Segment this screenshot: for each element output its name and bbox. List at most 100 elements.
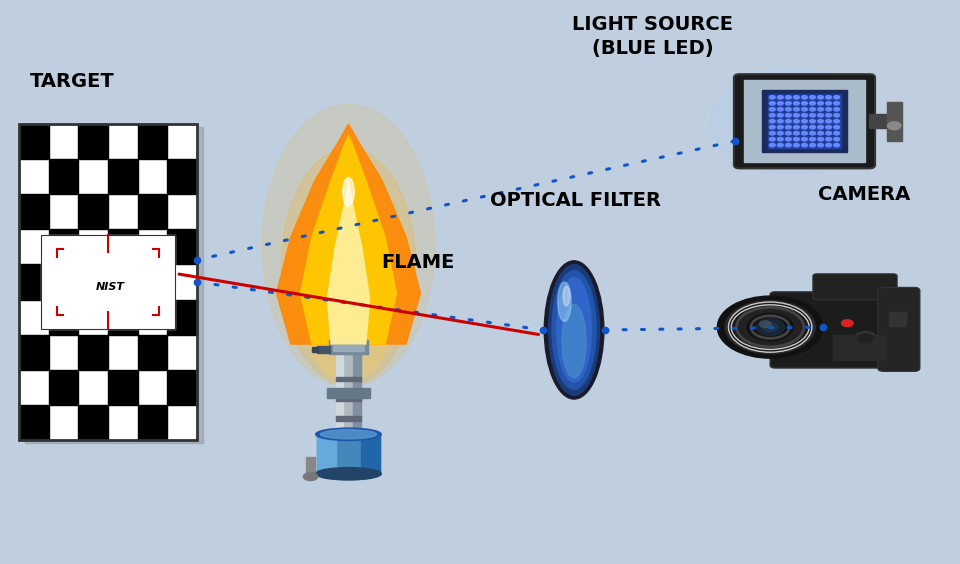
Bar: [336, 416, 361, 421]
Circle shape: [762, 323, 778, 332]
Circle shape: [785, 143, 791, 147]
Circle shape: [818, 143, 824, 147]
Circle shape: [834, 102, 840, 105]
Bar: [336, 344, 344, 434]
Circle shape: [834, 108, 840, 111]
Circle shape: [818, 126, 824, 129]
Circle shape: [826, 126, 831, 129]
Ellipse shape: [303, 473, 318, 481]
Circle shape: [826, 131, 831, 135]
Circle shape: [818, 113, 824, 117]
Bar: [19, 334, 49, 370]
Circle shape: [794, 113, 800, 117]
Circle shape: [769, 138, 775, 141]
Ellipse shape: [343, 178, 354, 206]
Circle shape: [769, 102, 775, 105]
Bar: [79, 405, 108, 440]
Circle shape: [818, 96, 824, 99]
Bar: [167, 159, 197, 194]
Bar: [49, 230, 79, 265]
Bar: [49, 159, 79, 194]
Circle shape: [818, 102, 824, 105]
Circle shape: [809, 102, 815, 105]
Circle shape: [785, 113, 791, 117]
Ellipse shape: [262, 104, 435, 386]
Ellipse shape: [296, 184, 401, 381]
Bar: [317, 434, 380, 474]
Circle shape: [818, 138, 824, 141]
Circle shape: [778, 108, 783, 111]
Ellipse shape: [558, 282, 571, 321]
Bar: [40, 235, 176, 329]
Bar: [332, 345, 365, 351]
Circle shape: [725, 301, 815, 354]
Circle shape: [778, 96, 783, 99]
Circle shape: [818, 108, 824, 111]
Circle shape: [756, 319, 784, 336]
Bar: [19, 405, 49, 440]
Circle shape: [769, 143, 775, 147]
Bar: [167, 230, 197, 265]
Circle shape: [802, 102, 807, 105]
Bar: [79, 194, 108, 230]
Circle shape: [778, 120, 783, 123]
Bar: [336, 396, 361, 401]
Circle shape: [834, 131, 840, 135]
Circle shape: [802, 143, 807, 147]
Circle shape: [778, 131, 783, 135]
Circle shape: [802, 138, 807, 141]
Circle shape: [802, 120, 807, 123]
Bar: [317, 434, 336, 474]
Bar: [19, 265, 49, 299]
Text: FLAME: FLAME: [381, 253, 454, 272]
Circle shape: [826, 120, 831, 123]
Circle shape: [785, 96, 791, 99]
Circle shape: [794, 131, 800, 135]
Bar: [312, 347, 318, 352]
Bar: [870, 114, 897, 128]
Bar: [886, 102, 901, 141]
Circle shape: [759, 321, 771, 328]
Circle shape: [826, 138, 831, 141]
Bar: [137, 405, 167, 440]
Ellipse shape: [552, 271, 596, 389]
Circle shape: [769, 126, 775, 129]
Circle shape: [834, 143, 840, 147]
FancyBboxPatch shape: [25, 127, 203, 443]
Circle shape: [717, 296, 823, 358]
Circle shape: [794, 102, 800, 105]
Circle shape: [834, 138, 840, 141]
Text: TARGET: TARGET: [30, 72, 114, 91]
Bar: [137, 124, 167, 159]
Circle shape: [834, 113, 840, 117]
Circle shape: [834, 96, 840, 99]
Ellipse shape: [563, 287, 570, 306]
Circle shape: [769, 113, 775, 117]
Circle shape: [769, 120, 775, 123]
Circle shape: [785, 126, 791, 129]
Circle shape: [826, 113, 831, 117]
Circle shape: [769, 96, 775, 99]
Circle shape: [794, 126, 800, 129]
Circle shape: [834, 120, 840, 123]
Circle shape: [842, 320, 853, 327]
FancyBboxPatch shape: [770, 292, 919, 368]
Circle shape: [809, 143, 815, 147]
Text: CAMERA: CAMERA: [818, 185, 910, 204]
Bar: [108, 230, 137, 265]
Circle shape: [778, 143, 783, 147]
Circle shape: [809, 138, 815, 141]
Circle shape: [785, 131, 791, 135]
Bar: [326, 388, 371, 398]
Bar: [19, 194, 49, 230]
Bar: [108, 299, 137, 334]
Circle shape: [785, 120, 791, 123]
Bar: [19, 124, 49, 159]
Bar: [353, 344, 361, 434]
Ellipse shape: [562, 305, 586, 378]
Ellipse shape: [557, 277, 591, 382]
FancyBboxPatch shape: [813, 274, 897, 300]
Circle shape: [887, 122, 900, 130]
Ellipse shape: [548, 265, 599, 395]
Bar: [79, 334, 108, 370]
